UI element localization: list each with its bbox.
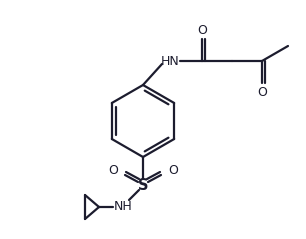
Text: HN: HN — [161, 54, 179, 67]
Text: O: O — [108, 163, 118, 176]
Text: O: O — [257, 86, 267, 98]
Text: O: O — [197, 23, 207, 37]
Text: NH: NH — [114, 201, 132, 213]
Text: O: O — [168, 163, 178, 176]
Text: S: S — [138, 178, 148, 192]
